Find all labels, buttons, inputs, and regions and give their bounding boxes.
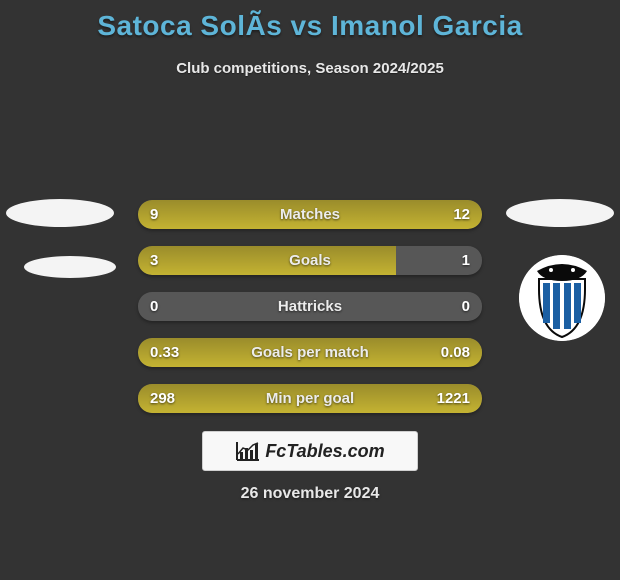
- source-logo-link[interactable]: FcTables.com: [202, 431, 418, 471]
- stat-right-value: 12: [453, 200, 470, 229]
- stat-bar-hattricks: 0 Hattricks 0: [138, 292, 482, 321]
- stat-label: Min per goal: [138, 384, 482, 413]
- stat-bar-goals-per-match: 0.33 Goals per match 0.08: [138, 338, 482, 367]
- stat-label: Hattricks: [138, 292, 482, 321]
- source-logo-text: FcTables.com: [265, 441, 384, 462]
- stat-bar-matches: 9 Matches 12: [138, 200, 482, 229]
- subtitle: Club competitions, Season 2024/2025: [0, 60, 620, 77]
- chart-icon: [235, 440, 261, 462]
- stat-bar-min-per-goal: 298 Min per goal 1221: [138, 384, 482, 413]
- stat-label: Goals: [138, 246, 482, 275]
- stat-right-value: 0.08: [441, 338, 470, 367]
- date-text: 26 november 2024: [0, 485, 620, 503]
- player-left-photo-placeholder-1: [6, 199, 114, 227]
- stat-right-value: 0: [462, 292, 470, 321]
- stat-bar-goals: 3 Goals 1: [138, 246, 482, 275]
- stat-label: Matches: [138, 200, 482, 229]
- player-right-photo-placeholder: [506, 199, 614, 227]
- stat-right-value: 1221: [437, 384, 470, 413]
- player-left-photo-placeholder-2: [24, 256, 116, 278]
- club-badge: [519, 255, 605, 341]
- stat-right-value: 1: [462, 246, 470, 275]
- stat-label: Goals per match: [138, 338, 482, 367]
- stat-bars: 9 Matches 12 3 Goals 1 0 Hattricks 0 0.3…: [138, 200, 482, 430]
- page-title: Satoca SolÃ­s vs Imanol Garcia: [0, 0, 620, 42]
